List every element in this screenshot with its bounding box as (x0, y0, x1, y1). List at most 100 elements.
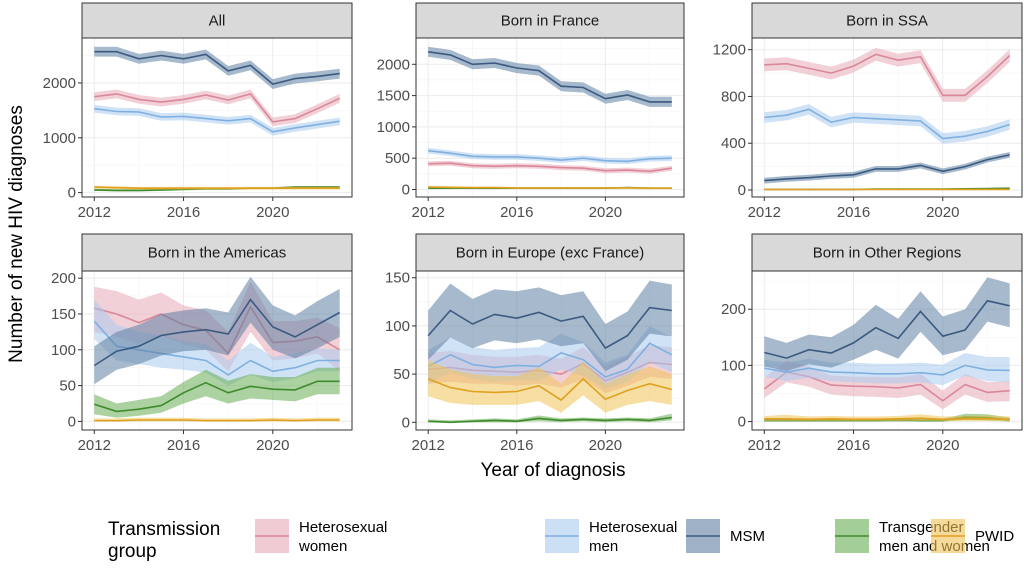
panel-3: Born in the Americas 0 50 100 150 200 2012 2016… (51, 233, 353, 454)
panel-border (81, 37, 353, 198)
line-trans (428, 416, 672, 424)
x-tick-label: 2016 (167, 204, 200, 221)
y-tick-label: 100 (51, 342, 76, 359)
y-tick-label: 100 (385, 318, 410, 335)
panel-4: Born in Europe (exc France) 0 50 100 150 2012… (385, 233, 685, 454)
line-pwid (427, 377, 673, 402)
x-tick-label: 2016 (837, 437, 870, 454)
panel-title: Born in Other Regions (813, 245, 961, 262)
panel-border (751, 270, 1023, 431)
panel-strip (751, 233, 1023, 272)
line-trans (94, 380, 340, 413)
legend-label-line: women (298, 538, 347, 555)
x-tick-label: 2016 (167, 437, 200, 454)
panel-border (81, 270, 353, 431)
x-tick-label: 2020 (256, 437, 289, 454)
x-axis-title: Year of diagnosis (480, 460, 625, 481)
y-tick-label: 50 (59, 378, 76, 395)
y-tick-label: 150 (385, 270, 410, 287)
panel-border (415, 37, 685, 198)
line-het_men (428, 149, 672, 163)
x-tick-label: 2012 (411, 437, 444, 454)
y-tick-label: 800 (721, 88, 746, 105)
x-tick-label: 2016 (500, 437, 533, 454)
line-pwid (764, 417, 1010, 421)
legend-item-het_men: Heterosexual men (545, 519, 677, 555)
panel-title: Born in the Americas (148, 245, 286, 262)
line-pwid (94, 186, 340, 189)
x-tick-label: 2016 (837, 204, 870, 221)
line-het_men (94, 107, 340, 133)
y-tick-label: 1000 (377, 119, 410, 136)
panel-2: Born in SSA 0 400 800 1200 2012 2016 2020 (713, 2, 1023, 221)
y-tick-label: 1200 (713, 42, 746, 59)
ribbon-trans (94, 367, 340, 418)
y-tick-label: 0 (402, 181, 410, 198)
line-pwid (428, 186, 672, 189)
ribbon-het_men (764, 353, 1010, 386)
panel-strip (415, 2, 685, 39)
ribbon-msm (94, 46, 340, 89)
line-msm (93, 298, 341, 367)
legend-title-line-2: group (108, 541, 157, 562)
panel-strip (751, 2, 1023, 39)
x-tick-label: 2012 (78, 437, 111, 454)
y-tick-label: 500 (385, 150, 410, 167)
line-het_men (764, 108, 1010, 140)
legend-title-line-1: Transmission (108, 519, 220, 540)
line-het_women (94, 92, 341, 123)
panel-title: All (209, 13, 226, 30)
panel-border (751, 37, 1023, 198)
y-tick-label: 0 (402, 414, 410, 431)
line-msm (764, 154, 1010, 182)
y-tick-label: 0 (68, 413, 76, 430)
x-tick-label: 2012 (748, 437, 781, 454)
x-tick-label: 2012 (78, 204, 111, 221)
ribbon-het_men (94, 299, 340, 386)
panel-border (415, 270, 685, 431)
ribbon-het_men (428, 325, 672, 389)
y-tick-label: 50 (393, 366, 410, 383)
panel-title: Born in Europe (exc France) (456, 245, 644, 262)
ribbon-het_women (764, 47, 1010, 102)
panel-title: Born in France (501, 13, 599, 30)
panel-1: Born in France 0 500 1000 1500 2000 2012 2016 20… (377, 2, 685, 221)
y-tick-label: 2000 (43, 75, 76, 92)
y-tick-label: 1500 (377, 88, 410, 105)
y-tick-label: 0 (738, 414, 746, 431)
y-tick-label: 0 (68, 185, 76, 202)
legend-label-line: Heterosexual (299, 519, 387, 536)
line-msm (94, 50, 340, 85)
ribbon-het_women (94, 89, 340, 127)
line-msm (427, 306, 672, 350)
panel-title: Born in SSA (846, 13, 928, 30)
x-tick-label: 2020 (589, 204, 622, 221)
x-tick-label: 2012 (748, 204, 781, 221)
y-tick-label: 2000 (377, 56, 410, 73)
line-het_women (764, 53, 1011, 97)
legend-label: MSM (730, 528, 765, 545)
panel-0: All 0 1000 2000 2012 2016 2020 (43, 2, 353, 221)
legend-label: PWID (975, 528, 1014, 545)
x-tick-label: 2020 (589, 437, 622, 454)
ribbon-het_men (764, 104, 1010, 144)
legend-item-het_women: Heterosexual women (255, 519, 387, 555)
y-axis-title: Number of new HIV diagnoses (6, 105, 27, 363)
y-tick-label: 400 (721, 135, 746, 152)
panel-5: Born in Other Regions 0 100 200 2012 2016 2020 (721, 233, 1023, 454)
x-tick-label: 2016 (500, 204, 533, 221)
legend-item-pwid: PWID (931, 519, 1014, 553)
x-tick-label: 2020 (926, 204, 959, 221)
y-tick-label: 1000 (43, 130, 76, 147)
panel-strip (415, 233, 685, 272)
ribbon-msm (428, 46, 672, 107)
ribbon-msm (428, 280, 672, 372)
legend-items: Heterosexual women Heterosexual men MSM Trans… (255, 519, 1014, 555)
legend-item-msm: MSM (686, 519, 765, 553)
line-pwid (94, 419, 340, 422)
legend-label-line: men (589, 538, 618, 555)
x-tick-label: 2012 (411, 204, 444, 221)
